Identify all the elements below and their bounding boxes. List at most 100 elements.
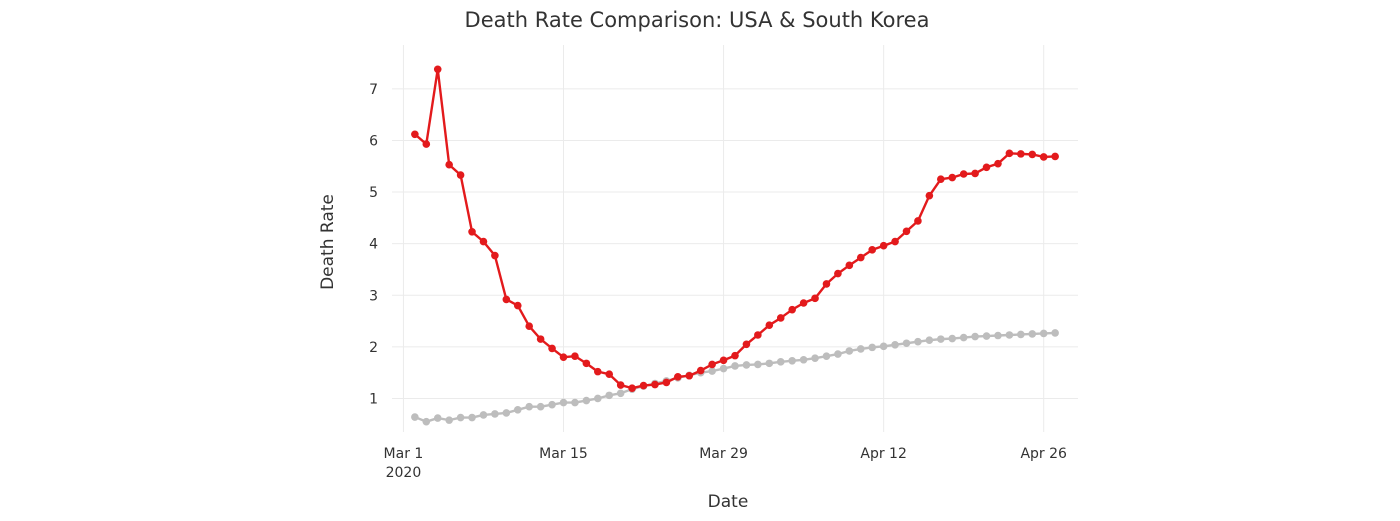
- data-point: [571, 398, 579, 407]
- x-axis-label: Date: [708, 492, 749, 512]
- x-tick-label: Apr 12: [860, 446, 906, 462]
- data-point: [594, 394, 602, 403]
- x-tick-sublabel: 2020: [386, 465, 422, 481]
- y-tick-label: 5: [369, 185, 378, 201]
- data-point: [811, 294, 819, 303]
- data-point: [582, 396, 591, 405]
- data-point: [719, 364, 728, 373]
- data-point: [776, 358, 785, 366]
- data-point: [902, 339, 911, 348]
- data-point: [422, 417, 431, 426]
- data-point: [822, 352, 831, 360]
- data-point: [639, 381, 648, 390]
- data-point: [788, 356, 796, 365]
- data-point: [708, 367, 716, 375]
- data-point: [559, 398, 568, 407]
- data-point: [1005, 149, 1014, 158]
- data-point: [536, 402, 545, 411]
- data-point: [776, 314, 785, 322]
- data-point: [731, 351, 739, 360]
- y-axis-label: Death Rate: [318, 194, 338, 290]
- data-point: [616, 389, 625, 398]
- data-point: [982, 163, 991, 172]
- data-point: [879, 241, 888, 250]
- data-point: [891, 237, 899, 246]
- data-point: [548, 400, 556, 409]
- data-point: [502, 295, 511, 304]
- data-point: [502, 409, 511, 417]
- data-point: [594, 367, 602, 376]
- data-point: [994, 159, 1002, 168]
- series-line: [413, 68, 1057, 390]
- data-point: [959, 333, 968, 342]
- data-point: [456, 413, 465, 422]
- data-point: [834, 350, 842, 358]
- data-point: [468, 227, 476, 236]
- data-point: [754, 360, 762, 369]
- data-point: [1017, 330, 1025, 339]
- data-point: [662, 378, 671, 387]
- data-point: [525, 322, 533, 331]
- x-tick-label: Apr 26: [1020, 446, 1067, 462]
- data-point: [742, 361, 751, 369]
- y-tick-label: 1: [369, 391, 378, 407]
- plot-area: [411, 65, 1059, 426]
- data-point: [468, 413, 476, 422]
- data-point: [822, 280, 831, 288]
- data-point: [937, 335, 945, 343]
- data-point: [868, 246, 876, 254]
- y-tick-label: 7: [369, 82, 378, 98]
- data-point: [445, 416, 453, 424]
- data-point: [513, 406, 522, 414]
- data-point: [914, 337, 922, 346]
- data-point: [456, 171, 465, 179]
- data-point: [925, 191, 934, 200]
- series: [411, 329, 1059, 426]
- data-point: [571, 352, 579, 360]
- data-point: [994, 331, 1002, 340]
- data-point: [479, 237, 488, 246]
- x-tick-label: Mar 1: [384, 446, 424, 462]
- data-point: [914, 217, 922, 225]
- data-point: [708, 360, 716, 369]
- data-point: [834, 269, 842, 278]
- data-point: [811, 354, 819, 363]
- data-point: [525, 402, 533, 411]
- data-point: [937, 175, 945, 183]
- y-tick-label: 6: [369, 133, 378, 149]
- data-point: [433, 414, 442, 422]
- data-point: [1028, 150, 1037, 159]
- data-point: [1051, 329, 1059, 337]
- data-point: [616, 381, 625, 389]
- x-tick-label: Mar 15: [539, 446, 588, 462]
- data-point: [513, 301, 522, 310]
- data-point: [925, 336, 934, 344]
- data-point: [1039, 153, 1048, 161]
- data-point: [754, 331, 762, 339]
- data-point: [959, 170, 968, 178]
- y-tick-label: 3: [369, 288, 378, 304]
- data-point: [1005, 331, 1014, 339]
- data-point: [879, 342, 888, 351]
- data-point: [971, 169, 979, 178]
- data-point: [491, 410, 499, 418]
- data-point: [559, 353, 568, 361]
- y-axis: 1 2 3 4 5 6 7: [369, 82, 378, 408]
- data-point: [948, 334, 957, 343]
- data-point: [719, 356, 728, 365]
- data-point: [411, 413, 419, 421]
- grid: [392, 45, 1078, 432]
- y-tick-label: 2: [369, 340, 378, 356]
- data-point: [696, 366, 705, 375]
- data-point: [685, 371, 694, 380]
- data-point: [765, 321, 774, 329]
- data-point: [845, 347, 854, 355]
- data-point: [445, 160, 453, 169]
- data-point: [582, 359, 591, 368]
- data-point: [536, 335, 545, 343]
- data-point: [731, 362, 739, 370]
- data-point: [628, 384, 636, 392]
- series: [411, 65, 1059, 392]
- data-point: [674, 372, 682, 381]
- data-point: [902, 227, 911, 236]
